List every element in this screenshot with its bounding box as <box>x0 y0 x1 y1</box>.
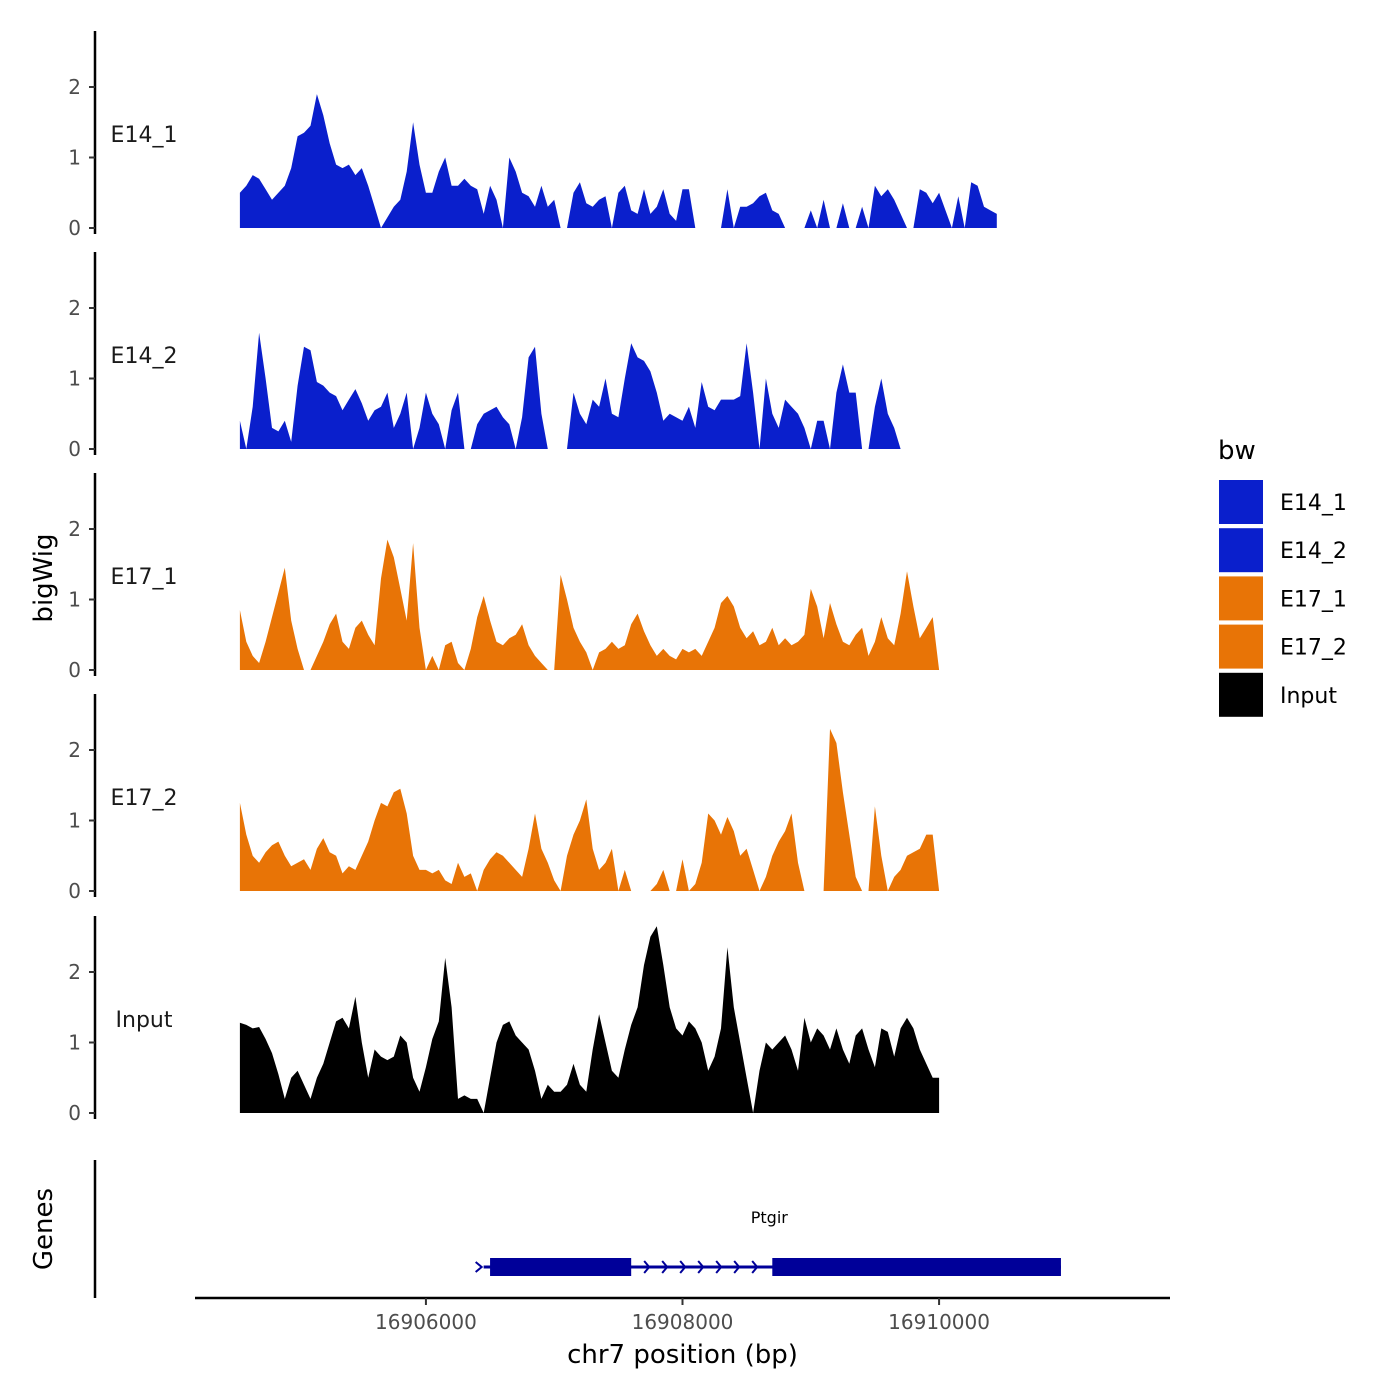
track-e14-2: 0 1 2 E14_2 <box>68 252 901 461</box>
strand-arrow <box>751 1260 759 1274</box>
strand-arrow <box>679 1260 687 1274</box>
legend-swatch <box>1219 672 1263 717</box>
genes-panel: Genes Ptgir <box>29 1160 1061 1298</box>
y-tick-label: 2 <box>68 296 81 320</box>
y-tick-label: 1 <box>68 588 81 612</box>
y-tick-label: 2 <box>68 75 81 99</box>
legend-swatch <box>1219 624 1263 669</box>
legend-item-label: E14_2 <box>1280 539 1347 564</box>
y-tick-label: 0 <box>68 216 81 240</box>
y-tick-label: 0 <box>68 658 81 682</box>
y-tick-label: 2 <box>68 517 81 541</box>
y-tick-label: 2 <box>68 738 81 762</box>
track-label: Input <box>116 1008 173 1033</box>
area-series-e17-1 <box>239 539 940 670</box>
legend-swatch <box>1219 576 1263 621</box>
y-tick-label: 0 <box>68 437 81 461</box>
x-tick-label: 16908000 <box>632 1310 734 1334</box>
legend-item-label: E14_1 <box>1280 491 1347 516</box>
gene-exon-block <box>490 1258 632 1276</box>
y-tick-label: 1 <box>68 1031 81 1055</box>
area-series-e17-2 <box>239 728 940 891</box>
x-axis-title: chr7 position (bp) <box>567 1340 798 1370</box>
strand-arrow <box>715 1260 723 1274</box>
track-label: E17_1 <box>111 565 178 590</box>
legend-title: bw <box>1218 436 1256 466</box>
y-tick-label: 2 <box>68 960 81 984</box>
track-input: 0 1 2 Input <box>68 916 940 1125</box>
strand-arrow <box>697 1260 705 1274</box>
x-axis: 16906000 16908000 16910000 chr7 position (b… <box>195 1296 1170 1370</box>
legend-item-label: E17_2 <box>1280 636 1347 661</box>
track-e14-1: 0 1 2 E14_1 <box>68 31 997 240</box>
strand-arrow <box>733 1260 741 1274</box>
legend-swatch <box>1219 528 1263 573</box>
track-label: E14_1 <box>111 123 178 148</box>
area-series-e14-1 <box>239 94 997 228</box>
y-tick-label: 1 <box>68 146 81 170</box>
y-axis-title: bigWig <box>29 533 59 622</box>
track-e17-2: 0 1 2 E17_2 <box>68 694 940 903</box>
legend-swatch <box>1219 480 1263 524</box>
y-tick-label: 1 <box>68 367 81 391</box>
legend-item-label: Input <box>1280 684 1337 709</box>
legend-item-label: E17_1 <box>1280 587 1347 612</box>
strand-arrow <box>643 1260 651 1274</box>
x-tick-label: 16910000 <box>888 1310 990 1334</box>
area-series-e14-2 <box>239 332 901 449</box>
strand-arrow <box>661 1260 669 1274</box>
track-label: E17_2 <box>111 786 178 811</box>
track-e17-1: 0 1 2 E17_1 <box>68 473 940 682</box>
track-label: E14_2 <box>111 344 178 369</box>
strand-arrow <box>475 1261 484 1273</box>
y-tick-label: 0 <box>68 879 81 903</box>
gene-name-label: Ptgir <box>751 1208 789 1227</box>
x-tick-label: 16906000 <box>375 1310 477 1334</box>
y-tick-label: 0 <box>68 1101 81 1125</box>
y-tick-label: 1 <box>68 809 81 833</box>
gene-exon-block <box>772 1258 1061 1276</box>
area-series-input <box>239 926 940 1113</box>
genes-label: Genes <box>29 1188 59 1270</box>
legend: bw E14_1 E14_2 E17_1 E17_2 Input <box>1218 436 1347 717</box>
